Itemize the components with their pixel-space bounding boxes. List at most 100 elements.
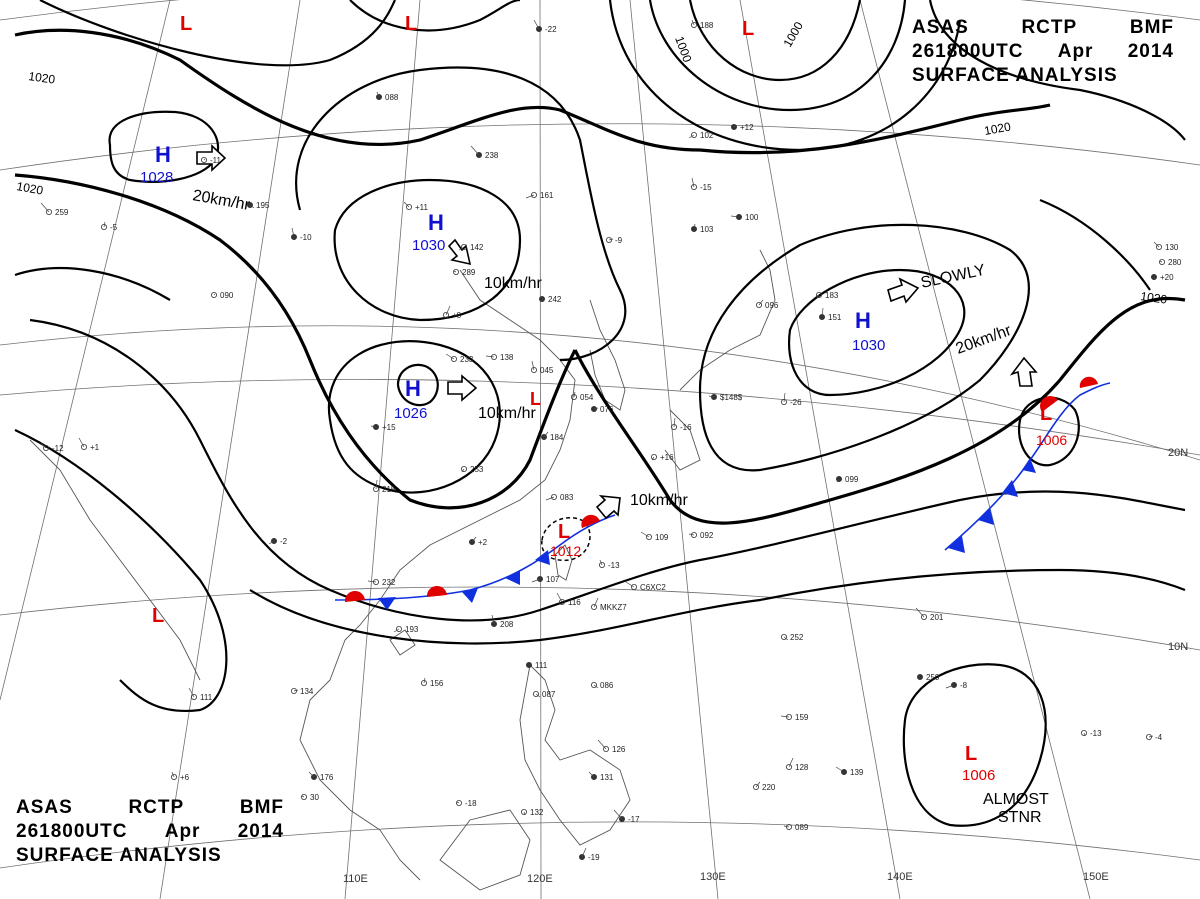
wind-barb xyxy=(533,19,540,30)
wind-barb xyxy=(640,531,650,538)
isobar-high-1030a xyxy=(333,178,522,322)
station-value: +15 xyxy=(382,423,396,432)
station-value: -13 xyxy=(608,561,620,570)
station-marker-icon xyxy=(559,599,566,606)
station-value: 215 xyxy=(382,485,396,494)
wind-barb xyxy=(370,425,377,428)
low-pressure-value: 1006 xyxy=(962,767,995,784)
low-symbol: L xyxy=(530,389,541,409)
coast-hainan xyxy=(389,629,416,656)
station-marker-icon xyxy=(651,453,658,460)
wind-barb xyxy=(593,407,599,410)
wind-barb xyxy=(708,395,715,398)
station-value: 045 xyxy=(540,366,554,375)
station-marker-icon xyxy=(450,355,457,362)
wind-barb xyxy=(915,607,925,618)
station-value: -12 xyxy=(52,444,64,453)
header-station: RCTP xyxy=(128,797,185,818)
warm-front-semicircle xyxy=(344,590,365,602)
wind-barb xyxy=(171,771,175,778)
wind-barb xyxy=(917,675,921,678)
station-value: 099 xyxy=(845,475,859,484)
header-year: 2014 xyxy=(1127,41,1174,62)
isobar-low-1006-se xyxy=(902,663,1047,827)
header-datetime: 261800UTC xyxy=(16,821,128,842)
station-value: 100 xyxy=(745,213,759,222)
station-value: 096 xyxy=(765,301,779,310)
wind-barb xyxy=(733,125,736,128)
cold-front-triangle xyxy=(978,508,994,525)
isobar-outer-h1030 xyxy=(295,66,627,362)
station-marker-icon xyxy=(921,614,928,621)
isobar-1016-south xyxy=(29,318,1186,622)
station-marker-icon xyxy=(591,604,598,611)
station-value: 289 xyxy=(462,268,476,277)
station-value: 208 xyxy=(500,620,514,629)
longitude-label: 130E xyxy=(700,871,726,883)
cold-front-triangle xyxy=(1022,458,1036,473)
station-value: 134 xyxy=(300,687,314,696)
header-agency: ASAS xyxy=(912,17,969,38)
wind-barb xyxy=(293,689,299,692)
station-value: +20 xyxy=(1160,273,1174,282)
station-value: 103 xyxy=(700,225,714,234)
station-marker-icon xyxy=(533,691,540,698)
low-symbol: L xyxy=(558,521,570,543)
station-value: 138 xyxy=(500,353,514,362)
station-value: 159 xyxy=(795,713,809,722)
low-symbol: L xyxy=(405,13,417,35)
station-value: 107 xyxy=(546,575,560,584)
meridian-130e xyxy=(629,0,719,899)
wind-barb xyxy=(730,215,740,218)
station-value: +12 xyxy=(740,123,754,132)
wind-barb xyxy=(423,677,426,684)
wind-barb xyxy=(1153,241,1160,248)
header-code: BMF xyxy=(1129,17,1174,38)
wind-barb xyxy=(78,437,85,448)
station-marker-icon xyxy=(1159,258,1166,265)
wind-barb xyxy=(393,628,400,633)
station-value: 183 xyxy=(825,291,839,300)
parallel-0 xyxy=(0,821,1200,869)
high-pressure-value: 1028 xyxy=(140,169,173,186)
header-title: SURFACE ANALYSIS xyxy=(16,845,222,866)
station-value: 201 xyxy=(930,613,944,622)
high-symbol: H xyxy=(155,142,171,167)
wind-barb xyxy=(816,294,820,299)
wind-barb xyxy=(758,299,764,306)
station-marker-icon xyxy=(452,268,459,275)
wind-barb xyxy=(783,825,790,828)
station-marker-icon xyxy=(691,183,698,190)
wind-barb xyxy=(688,134,695,139)
station-marker-icon xyxy=(1156,243,1163,250)
station-value: 238 xyxy=(485,151,499,160)
station-marker-icon xyxy=(786,824,793,831)
station-plots: 238 +11 289 242 +8 233 +15 253 215 +2 232 193 208 156… xyxy=(40,19,1182,862)
wind-barb xyxy=(375,479,378,490)
station-value: 184 xyxy=(550,433,564,442)
meridian-120e xyxy=(539,0,542,899)
wind-barb xyxy=(597,739,607,750)
warm-front-semicircle xyxy=(426,585,447,597)
wind-barb xyxy=(528,663,531,666)
wind-barb xyxy=(1083,732,1086,737)
station-value: 109 xyxy=(655,533,669,542)
motion-speed-label: 10km/hr xyxy=(478,405,536,422)
isobar-low-1008 xyxy=(608,0,962,152)
station-value: 054 xyxy=(580,393,594,402)
wind-barb xyxy=(203,158,206,161)
low-pressure-value: 1012 xyxy=(550,543,581,559)
station-value: 111 xyxy=(200,693,213,702)
station-value: 161 xyxy=(540,191,554,200)
isobar-outer-h1030b xyxy=(698,223,1030,472)
station-marker-icon xyxy=(460,243,467,250)
wind-barb xyxy=(545,496,555,501)
station-value: +16 xyxy=(660,453,674,462)
station-marker-icon xyxy=(571,393,578,400)
station-value: 076 xyxy=(600,405,614,414)
station-value: 253 xyxy=(470,465,484,474)
station-marker-icon xyxy=(786,764,793,771)
wind-barb xyxy=(556,592,563,603)
meridian-100e xyxy=(159,0,301,899)
